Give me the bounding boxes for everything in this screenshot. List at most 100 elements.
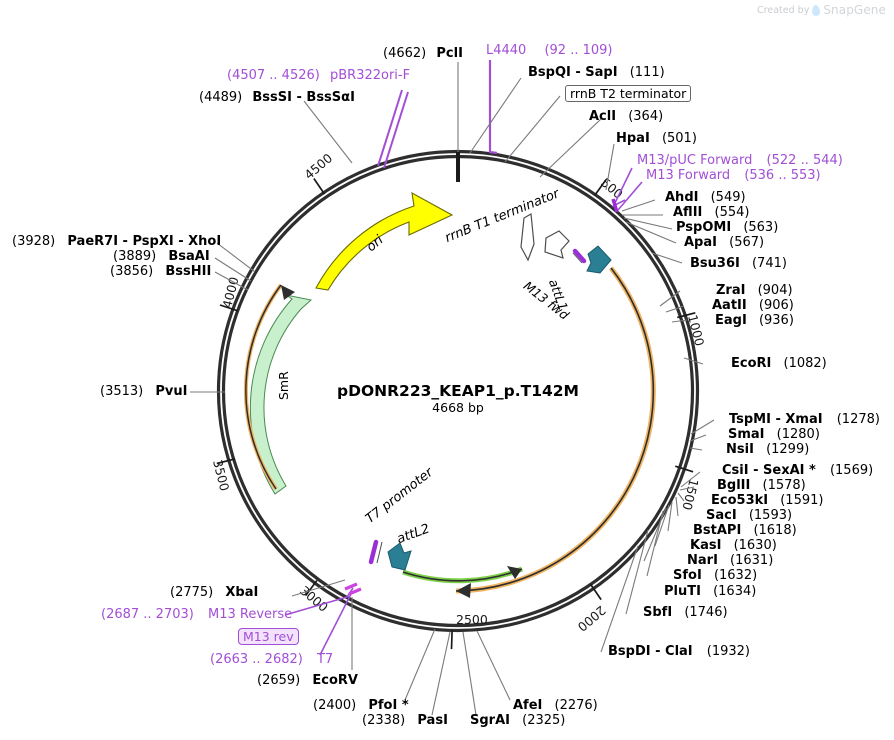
boxed-label-rrnb-t2-terminator[interactable]: rrnB T2 terminator xyxy=(565,85,692,102)
enzyme-position: (1632) xyxy=(713,568,758,583)
enzyme-name: PvuI xyxy=(155,384,188,399)
enzyme-name: CsiI - SexAI * xyxy=(722,463,816,478)
enzyme-label-bstapi[interactable]: BstAPI (1618) xyxy=(693,524,797,538)
enzyme-position: (563) xyxy=(743,220,779,235)
enzyme-label-pvui[interactable]: (3513) PvuI xyxy=(100,385,187,399)
enzyme-label-eagi[interactable]: EagI (936) xyxy=(715,314,794,328)
enzyme-label-aflii[interactable]: AflII (554) xyxy=(673,206,749,220)
enzyme-label-kasi[interactable]: KasI (1630) xyxy=(690,539,777,553)
enzyme-position: (3928) xyxy=(12,234,56,249)
svg-text:2000: 2000 xyxy=(575,603,609,635)
enzyme-label-pspomi[interactable]: PspOMI (563) xyxy=(676,221,778,235)
enzyme-label-pcli[interactable]: (4662) PclI xyxy=(383,47,463,61)
enzyme-label-bspqi-sapi[interactable]: BspQI - SapI (111) xyxy=(528,66,665,80)
enzyme-name: AclI xyxy=(589,109,617,124)
orange-arc-right xyxy=(455,266,656,598)
enzyme-name: SmaI xyxy=(728,427,765,442)
enzyme-label-nsii[interactable]: NsiI (1299) xyxy=(726,443,809,457)
enzyme-label-csii-sexai[interactable]: CsiI - SexAI * (1569) xyxy=(722,464,873,478)
enzyme-position: (4662) xyxy=(383,46,427,61)
primer-label-m13-reverse[interactable]: (2687 .. 2703) M13 Reverse xyxy=(101,608,292,622)
primer-marker-l4440 xyxy=(488,60,498,155)
snapgene-drop-icon xyxy=(811,4,821,16)
enzyme-name: BspDI - ClaI xyxy=(608,644,693,659)
enzyme-position: (1578) xyxy=(762,478,806,493)
enzyme-label-bsaai[interactable]: (3889) BsaAI xyxy=(113,250,210,264)
enzyme-label-bspdi-clai[interactable]: BspDI - ClaI (1932) xyxy=(608,645,750,659)
primer-name: L4440 xyxy=(486,43,527,58)
enzyme-name: PfoI * xyxy=(368,698,409,713)
primer-tick-attl1 xyxy=(572,248,587,264)
enzyme-label-acli[interactable]: AclI (364) xyxy=(589,110,663,124)
enzyme-label-xbai[interactable]: (2775) XbaI xyxy=(170,586,258,600)
enzyme-label-ecorv[interactable]: (2659) EcoRV xyxy=(257,674,358,688)
enzyme-label-eco53ki[interactable]: Eco53kI (1591) xyxy=(711,494,823,508)
feature-smr xyxy=(249,294,313,495)
enzyme-name: XbaI xyxy=(225,585,259,600)
primer-label-t7[interactable]: (2663 .. 2682) T7 xyxy=(210,653,333,667)
enzyme-position: (2775) xyxy=(170,585,214,600)
boxed-label-text: rrnB T2 terminator xyxy=(565,85,692,102)
enzyme-label-ecori[interactable]: EcoRI (1082) xyxy=(731,357,827,371)
enzyme-label-sfoi[interactable]: SfoI (1632) xyxy=(673,569,757,583)
enzyme-label-tspmi-xmai[interactable]: TspMI - XmaI (1278) xyxy=(729,413,880,427)
boxed-label-m13-rev[interactable]: M13 rev xyxy=(238,628,299,645)
enzyme-name: KasI xyxy=(690,538,722,553)
watermark-brand: SnapGene xyxy=(823,3,886,17)
enzyme-label-sbfi[interactable]: SbfI (1746) xyxy=(643,606,728,620)
feature-m13-fwd-arrow xyxy=(544,230,570,259)
enzyme-position: (554) xyxy=(714,205,750,220)
enzyme-label-pasi[interactable]: (2338) PasI xyxy=(362,714,448,728)
enzyme-position: (936) xyxy=(758,313,794,328)
enzyme-position: (1299) xyxy=(766,442,810,457)
primer-label-m13-puc-forward[interactable]: M13/pUC Forward (522 .. 544) xyxy=(637,154,843,168)
feature-rrnb-t1-terminator xyxy=(520,213,535,262)
enzyme-name: TspMI - XmaI xyxy=(729,412,823,427)
enzyme-label-hpai[interactable]: HpaI (501) xyxy=(616,132,697,146)
enzyme-label-bsu36i[interactable]: Bsu36I (741) xyxy=(690,257,787,271)
enzyme-label-paer7i-pspxi-xhoi[interactable]: (3928) PaeR7I - PspXI - XhoI xyxy=(12,235,221,249)
enzyme-position: (2325) xyxy=(522,713,566,728)
enzyme-position: (1569) xyxy=(829,463,874,478)
enzyme-name: AatII xyxy=(712,298,747,313)
orange-arc-left xyxy=(243,283,295,491)
svg-text:2500: 2500 xyxy=(456,612,488,627)
enzyme-label-aatii[interactable]: AatII (906) xyxy=(712,299,794,313)
svg-text:4500: 4500 xyxy=(301,150,335,182)
enzyme-position: (1746) xyxy=(684,605,728,620)
enzyme-label-bglii[interactable]: BglII (1578) xyxy=(717,479,806,493)
primer-label-m13-forward[interactable]: M13 Forward (536 .. 553) xyxy=(646,169,821,183)
enzyme-label-saci[interactable]: SacI (1593) xyxy=(706,509,792,523)
enzyme-name: PclI xyxy=(436,46,463,61)
enzyme-name: NarI xyxy=(687,553,718,568)
enzyme-label-smai[interactable]: SmaI (1280) xyxy=(728,428,820,442)
enzyme-label-ahdi[interactable]: AhdI (549) xyxy=(665,191,746,205)
enzyme-position: (1591) xyxy=(780,493,824,508)
enzyme-name: Eco53kI xyxy=(711,493,769,508)
enzyme-label-sgrai[interactable]: SgrAI (2325) xyxy=(470,714,565,728)
enzyme-label-apai[interactable]: ApaI (567) xyxy=(684,236,764,250)
enzyme-name: EcoRV xyxy=(312,673,358,688)
enzyme-label-zrai[interactable]: ZraI (904) xyxy=(716,284,793,298)
enzyme-name: BspQI - SapI xyxy=(528,65,618,80)
primer-name: pBR322ori-F xyxy=(329,68,411,83)
enzyme-label-pluti[interactable]: PluTI (1634) xyxy=(664,585,756,599)
enzyme-position: (1082) xyxy=(783,356,827,371)
primer-label-pbr322ori-f[interactable]: (4507 .. 4526) pBR322ori-F xyxy=(227,69,410,83)
enzyme-label-pfoi[interactable]: (2400) PfoI * xyxy=(313,699,409,713)
boxed-label-text: M13 rev xyxy=(238,628,299,645)
enzyme-name: PaeR7I - PspXI - XhoI xyxy=(67,234,222,249)
svg-text:1500: 1500 xyxy=(679,477,701,512)
enzyme-label-nari[interactable]: NarI (1631) xyxy=(687,554,773,568)
enzyme-label-afei[interactable]: AfeI (2276) xyxy=(513,699,598,713)
enzyme-label-bsshii[interactable]: (3856) BssHII xyxy=(110,265,211,279)
enzyme-position: (1634) xyxy=(713,584,757,599)
watermark-prefix: Created by xyxy=(757,4,810,16)
enzyme-name: Bsu36I xyxy=(690,256,740,271)
enzyme-label-bsssi[interactable]: (4489) BssSI - BssSαI xyxy=(199,91,355,105)
primer-tick-attl2 xyxy=(368,539,383,565)
svg-text:1000: 1000 xyxy=(685,313,707,348)
primer-label-l4440[interactable]: L4440 (92 .. 109) xyxy=(486,44,613,58)
primer-position: (4507 .. 4526) xyxy=(227,68,320,83)
